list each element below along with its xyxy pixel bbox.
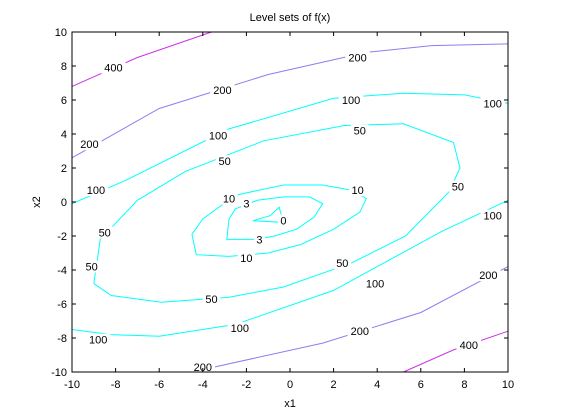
x-tick-label: 8 [461, 379, 467, 391]
y-tick-label: -10 [51, 367, 67, 379]
y-tick-label: -8 [57, 333, 67, 345]
x-tick-label: -4 [198, 379, 208, 391]
x-tick-label: 2 [331, 379, 337, 391]
contour-label-400-1: 400 [460, 340, 478, 352]
contour-label-100-0: 100 [87, 185, 105, 197]
contour-label-3-1: 3 [256, 234, 262, 246]
contour-label-200-3: 200 [479, 270, 497, 282]
y-tick-label: 2 [61, 163, 67, 175]
contour-label-10-2: 10 [240, 253, 252, 265]
x-axis-label: x1 [284, 398, 296, 410]
y-tick-label: 0 [61, 197, 67, 209]
contour-label-50-5: 50 [99, 228, 111, 240]
x-axis-ticks: -10 -8 -6 -4 -2 0 2 4 6 8 10 [64, 32, 514, 391]
chart-title: Level sets of f(x) [250, 12, 331, 24]
y-tick-label: -4 [57, 265, 67, 277]
contour-label-200-0: 200 [80, 139, 98, 151]
contour-label-100-4: 100 [484, 211, 502, 223]
contour-label-50-4: 50 [205, 294, 217, 306]
contour-lines [72, 32, 508, 372]
x-tick-label: 10 [502, 379, 514, 391]
contour-label-200-4: 200 [351, 326, 369, 338]
y-tick-label: -6 [57, 299, 67, 311]
contour-line-400-1 [403, 331, 508, 372]
contour-label-100-2: 100 [342, 95, 360, 107]
contour-label-400-0: 400 [104, 63, 122, 75]
contour-label-200-2: 200 [348, 53, 366, 65]
contour-label-50-6: 50 [85, 262, 97, 274]
x-tick-label: -8 [111, 379, 121, 391]
x-tick-label: -2 [242, 379, 252, 391]
x-tick-label: 0 [287, 379, 293, 391]
x-tick-label: -10 [64, 379, 80, 391]
y-tick-label: 4 [61, 129, 67, 141]
x-tick-label: 6 [418, 379, 424, 391]
contour-label-100-3: 100 [484, 98, 502, 110]
contour-labels: 0 3 3 10 10 10 50 50 50 50 50 50 50 100 100 100 100 100 10… [77, 52, 505, 374]
y-tick-label: 8 [61, 61, 67, 73]
contour-label-100-1: 100 [209, 131, 227, 143]
y-tick-label: 10 [55, 27, 67, 39]
contour-label-100-6: 100 [231, 323, 249, 335]
contour-label-10-0: 10 [223, 194, 235, 206]
contour-line-100-0 [72, 93, 508, 204]
x-tick-label: -6 [154, 379, 164, 391]
contour-label-10-1: 10 [351, 185, 363, 197]
contour-label-100-5: 100 [366, 279, 384, 291]
y-axis-ticks: -10 -8 -6 -4 -2 0 2 4 6 8 10 [51, 27, 508, 379]
contour-line-400-0 [72, 32, 212, 86]
contour-label-50-0: 50 [218, 156, 230, 168]
contour-label-200-1: 200 [213, 85, 231, 97]
y-axis-label: x2 [31, 196, 43, 208]
y-tick-label: -2 [57, 231, 67, 243]
y-tick-label: 6 [61, 95, 67, 107]
contour-label-50-1: 50 [354, 126, 366, 138]
x-tick-label: 4 [374, 379, 380, 391]
contour-label-50-2: 50 [452, 182, 464, 194]
contour-label-3-0: 3 [243, 199, 249, 211]
contour-label-50-3: 50 [336, 258, 348, 270]
contour-label-0-0: 0 [280, 216, 286, 228]
contour-line-200-0 [72, 44, 508, 158]
contour-label-100-7: 100 [89, 335, 107, 347]
contour-line-200-1 [192, 267, 508, 372]
contour-line-50-0 [94, 124, 460, 302]
plot-frame [72, 32, 508, 372]
contour-line-100-1 [72, 200, 508, 336]
